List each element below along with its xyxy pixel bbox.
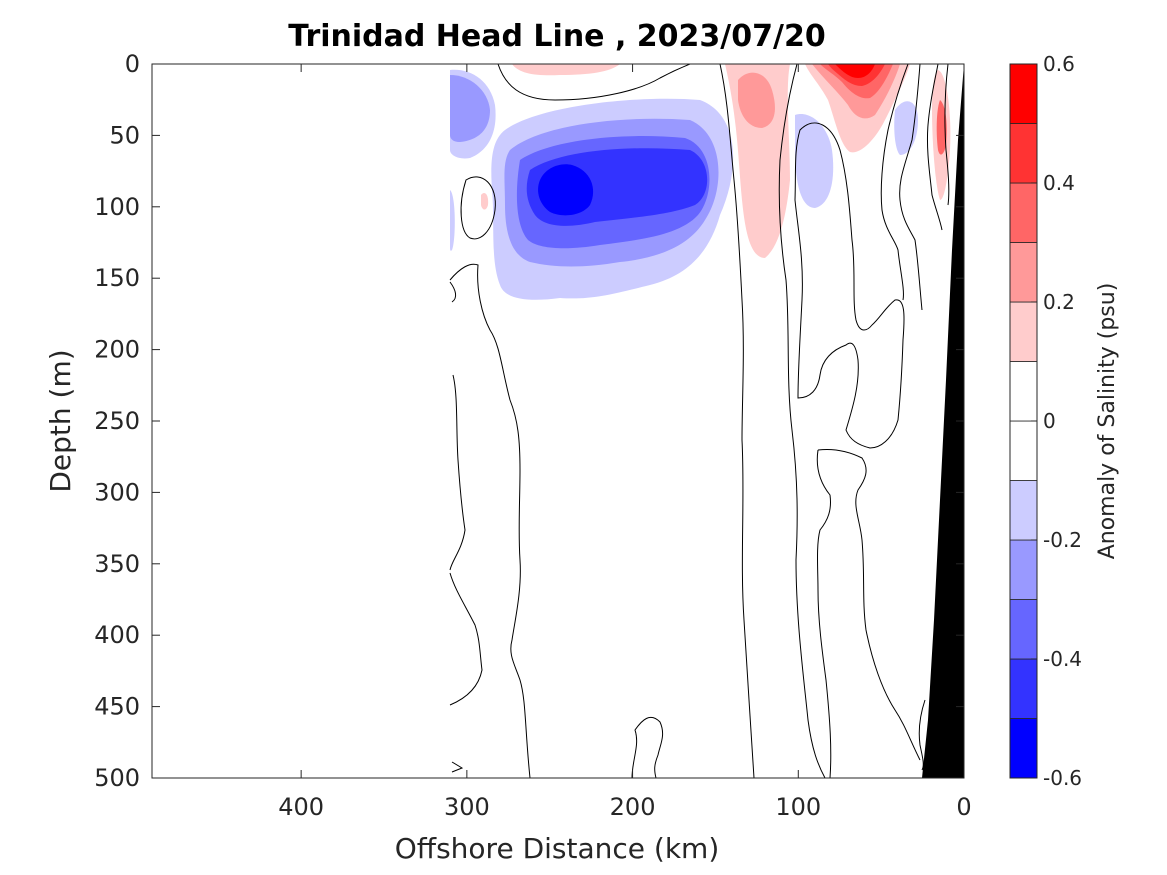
contour-line [449,572,483,706]
contour-line [918,699,926,771]
contour-line [719,64,755,778]
x-tick-label: 200 [610,793,656,821]
bathymetry-seafloor [922,64,964,778]
y-tick-label: 50 [109,121,140,149]
contour-fill-pos-0.1-west [512,64,620,76]
contour-line [449,281,457,303]
contour-fill-neg-east [795,114,834,208]
colorbar-swatch [1009,658,1038,719]
x-tick-label: 0 [956,793,971,821]
contour-fill-neg-0.5 [538,164,594,216]
contour-fill-pos-0.5-east [835,64,875,78]
y-tick-label: 200 [94,336,140,364]
colorbar-swatch [1009,599,1038,660]
colorbar-swatch [1009,480,1038,541]
colorbar-tick-label: 0.4 [1043,171,1075,195]
contour-lines [449,64,950,778]
colorbar-swatch [1009,63,1038,124]
contour-line [899,64,923,311]
x-tick-label: 100 [775,793,821,821]
colorbar-swatch [1009,123,1038,184]
y-axis-ticks: 0 50 100 150 200 250 300 350 400 450 500 [94,50,964,792]
contour-line [778,64,826,778]
contour-fill-neg-deep-west [450,190,455,251]
x-tick-label: 400 [278,793,324,821]
colorbar-swatch [1009,242,1038,303]
y-tick-label: 300 [94,478,140,506]
plot-area [151,63,965,779]
colorbar-swatch [1009,718,1038,779]
colorbar-swatch [1009,420,1038,481]
contour-line [449,374,466,571]
chart-title: Trinidad Head Line , 2023/07/20 [288,19,825,54]
contour-line [944,64,950,206]
contour-line [794,122,905,449]
y-tick-label: 350 [94,550,140,578]
colorbar-swatch [1009,301,1038,362]
y-tick-label: 400 [94,621,140,649]
colorbar-swatch [1009,361,1038,422]
x-tick-label: 300 [444,793,490,821]
colorbar-tick-label: 0.6 [1043,52,1075,76]
y-tick-label: 150 [94,264,140,292]
y-tick-label: 450 [94,693,140,721]
contour-line [926,64,943,231]
colorbar-label: Anomaly of Salinity (psu) [1095,283,1120,560]
colorbar-tick-label: 0.2 [1043,290,1075,314]
y-tick-label: 250 [94,407,140,435]
colorbar-ticks: 0.6 0.4 0.2 0 -0.2 -0.4 -0.6 [1031,52,1082,790]
colorbar-tick-label: -0.2 [1043,528,1082,552]
contour-line [816,449,832,778]
contour-fill-pos-small [481,193,489,210]
y-tick-label: 500 [94,764,140,792]
contour-fill-pos-0.2-mid [738,72,775,128]
y-axis-label: Depth (m) [44,349,77,492]
colorbar-swatch [1009,182,1038,243]
contour-fill-pos-nearshore-0.3 [936,100,947,155]
x-axis-ticks: 400 300 200 100 0 [278,64,972,821]
colorbar-swatch [1009,539,1038,600]
contour-line [460,176,496,240]
contour-fill-neg-west-0.3 [450,75,490,142]
x-axis-label: Offshore Distance (km) [395,832,720,865]
y-tick-label: 100 [94,193,140,221]
colorbar-tick-label: -0.6 [1043,766,1082,790]
contour-line [880,64,909,301]
contour-line [817,449,921,761]
filled-contours [450,64,951,300]
y-tick-label: 0 [125,50,140,78]
colorbar-tick-label: 0 [1043,409,1056,433]
contour-line [451,761,464,773]
contour-line [449,263,531,778]
colorbar-tick-label: -0.4 [1043,647,1082,671]
colorbar [1009,63,1038,779]
contour-line [631,717,664,778]
contour-line [497,64,691,101]
